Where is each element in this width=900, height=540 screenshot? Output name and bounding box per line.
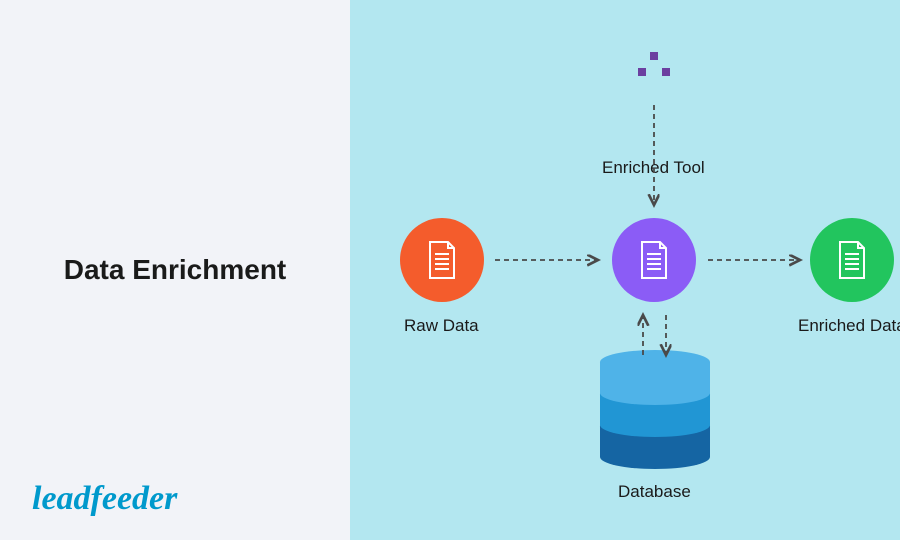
enriched-tool-icon [634, 50, 674, 90]
brand-logo: leadfeeder [32, 480, 177, 518]
enriched-data-label: Enriched Data [798, 316, 900, 336]
raw-data-label: Raw Data [404, 316, 479, 336]
center-node [612, 218, 696, 302]
document-icon [426, 240, 458, 280]
document-icon [836, 240, 868, 280]
page-title: Data Enrichment [64, 254, 287, 286]
database-icon [600, 350, 710, 470]
document-icon [638, 240, 670, 280]
diagram-panel: Enriched Tool Raw Data [350, 0, 900, 540]
database-label: Database [618, 482, 691, 502]
enriched-data-node [810, 218, 894, 302]
left-panel: Data Enrichment leadfeeder [0, 0, 350, 540]
raw-data-node [400, 218, 484, 302]
enriched-tool-label: Enriched Tool [602, 158, 705, 178]
